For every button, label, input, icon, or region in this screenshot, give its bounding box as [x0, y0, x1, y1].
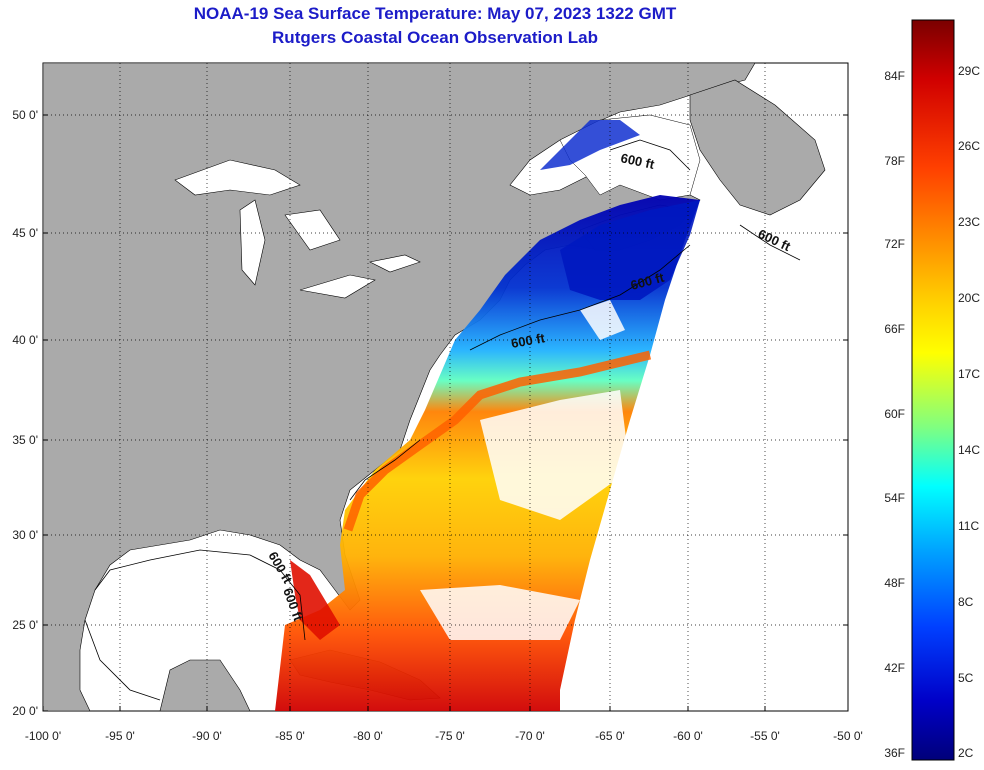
- longitude-labels: -100 0' -95 0' -90 0' -85 0' -80 0' -75 0' -70…: [25, 706, 863, 743]
- lon-label: -95 0': [105, 729, 135, 743]
- lon-label: -60 0': [673, 729, 703, 743]
- cloud-mask: [420, 300, 630, 640]
- lon-label: -65 0': [595, 729, 625, 743]
- colorbar-f-label: 66F: [884, 322, 905, 336]
- lon-label: -70 0': [515, 729, 545, 743]
- lat-label: 25 0': [12, 618, 38, 632]
- yucatan-peninsula: [159, 659, 251, 711]
- graticule: [43, 63, 848, 711]
- lon-label: -85 0': [275, 729, 305, 743]
- colorbar-c-label: 20C: [958, 291, 980, 305]
- colorbar: [911, 19, 955, 761]
- lat-label: 20 0': [12, 704, 38, 718]
- colorbar-f-label: 60F: [884, 407, 905, 421]
- colorbar-c-label: 26C: [958, 139, 980, 153]
- colorbar-c-label: 17C: [958, 367, 980, 381]
- lon-label: -90 0': [192, 729, 222, 743]
- map-title: NOAA-19 Sea Surface Temperature: May 07,…: [193, 4, 677, 23]
- colorbar-f-label: 54F: [884, 491, 905, 505]
- colorbar-f-label: 78F: [884, 154, 905, 168]
- map-subtitle: Rutgers Coastal Ocean Observation Lab: [272, 28, 598, 47]
- colorbar-c-label: 5C: [958, 671, 974, 685]
- colorbar-f-label: 72F: [884, 237, 905, 251]
- colorbar-c-label: 11C: [958, 519, 979, 533]
- lon-label: -80 0': [353, 729, 383, 743]
- gulf-st-lawrence-sst: [540, 120, 640, 170]
- colorbar-f-label: 36F: [884, 746, 905, 760]
- latitude-labels: 50 0' 45 0' 40 0' 35 0' 30 0' 25 0' 20 0': [12, 108, 848, 718]
- colorbar-f-label: 42F: [884, 661, 905, 675]
- colorbar-f-label: 48F: [884, 576, 905, 590]
- cold-shelf-water: [560, 200, 700, 300]
- contour-label: 600 ft: [619, 150, 656, 172]
- colorbar-c-label: 8C: [958, 595, 974, 609]
- 600ft-contours: [84, 139, 801, 701]
- colorbar-c-label: 14C: [958, 443, 980, 457]
- gulf-stream: [343, 350, 652, 532]
- colorbar-fahrenheit-labels: 84F 78F 72F 66F 60F 54F 48F 42F 36F: [884, 69, 905, 760]
- lon-label: -75 0': [435, 729, 465, 743]
- lat-label: 50 0': [12, 108, 38, 122]
- lon-label: -55 0': [750, 729, 780, 743]
- lat-label: 45 0': [12, 226, 38, 240]
- lat-label: 30 0': [12, 528, 38, 542]
- colorbar-c-label: 29C: [958, 64, 980, 78]
- newfoundland: [689, 79, 826, 216]
- great-lakes: [174, 159, 421, 299]
- lon-label: -50 0': [833, 729, 863, 743]
- contour-label: 600 ft: [510, 330, 547, 351]
- colorbar-c-label: 23C: [958, 215, 980, 229]
- colorbar-f-label: 84F: [884, 69, 905, 83]
- lon-label: -100 0': [25, 729, 61, 743]
- lat-label: 40 0': [12, 333, 38, 347]
- colorbar-c-label: 2C: [958, 746, 974, 760]
- colorbar-celsius-labels: 29C 26C 23C 20C 17C 14C 11C 8C 5C 2C: [958, 64, 980, 760]
- lat-label: 35 0': [12, 433, 38, 447]
